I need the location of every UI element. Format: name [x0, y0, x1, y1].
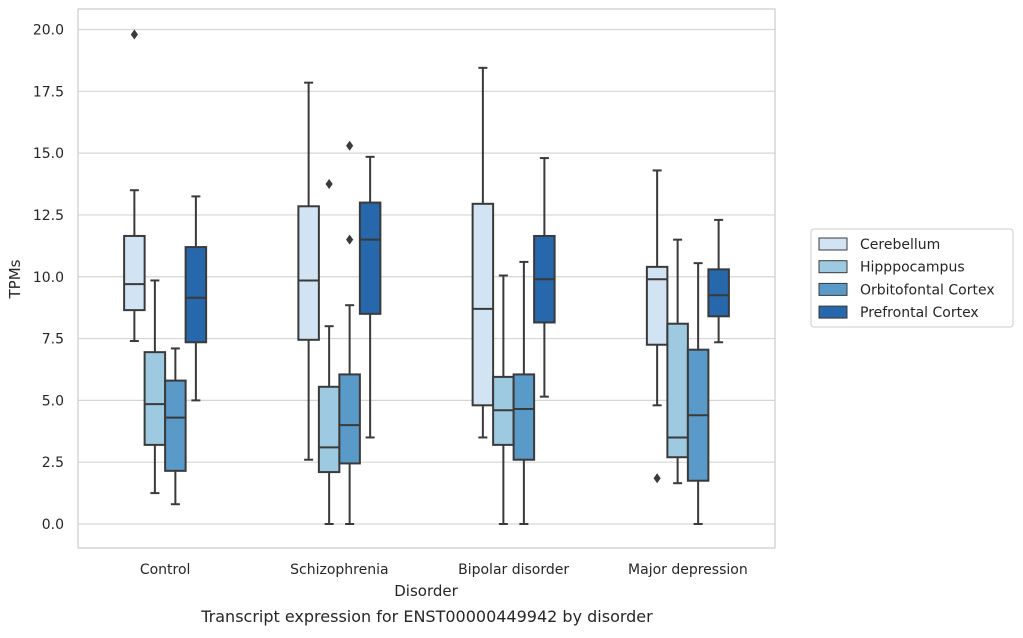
x-tick-label: Control [140, 562, 191, 578]
box-cerebellum [471, 66, 495, 439]
box-cerebellum [645, 169, 669, 484]
box-orbitofontal-cortex [512, 260, 536, 525]
box-body [512, 373, 536, 461]
box-body [123, 234, 146, 312]
y-tick-label: 15.0 [33, 146, 64, 162]
legend-label: Hipppocampus [860, 260, 965, 276]
y-tick-label: 0.0 [42, 517, 64, 533]
legend-swatch [818, 237, 848, 251]
y-tick-label: 5.0 [42, 393, 64, 409]
box-body [645, 265, 669, 346]
box-body [184, 246, 208, 344]
box-body [297, 205, 320, 341]
plot-frame [77, 8, 776, 549]
y-tick-label: 17.5 [33, 84, 64, 100]
y-axis-title: TPMs [6, 259, 24, 299]
x-tick-label: Major depression [628, 562, 748, 578]
x-tick-label: Bipolar disorder [458, 562, 569, 578]
box-orbitofontal-cortex [164, 347, 187, 506]
box-orbitofontal-cortex [338, 140, 361, 525]
y-tick-label: 12.5 [33, 208, 64, 224]
x-tick-label: Schizophrenia [290, 562, 388, 578]
outlier-point [346, 140, 354, 151]
outlier-point [130, 29, 138, 40]
box-prefrontal-cortex [533, 157, 556, 398]
box-body [143, 351, 167, 446]
box-hipppocampus [666, 238, 689, 485]
box-body [707, 268, 730, 318]
legend-swatch [818, 260, 848, 274]
legend-swatch [818, 282, 848, 296]
legend: Cerebellum Hipppocampus Orbitofontal Corte… [810, 228, 1014, 328]
box-orbitofontal-cortex [686, 262, 710, 525]
box-layer [123, 29, 730, 525]
box-body [358, 201, 382, 315]
legend-label: Prefrontal Cortex [860, 305, 979, 321]
box-body [164, 379, 187, 472]
chart-caption: Transcript expression for ENST0000044994… [200, 607, 653, 626]
legend-label: Orbitofontal Cortex [860, 282, 995, 298]
box-cerebellum [123, 29, 146, 343]
box-body [338, 373, 361, 465]
box-hipppocampus [143, 279, 167, 495]
legend-frame [810, 228, 1014, 328]
box-prefrontal-cortex [358, 155, 382, 439]
y-tick-label: 2.5 [42, 455, 64, 471]
y-tick-label: 7.5 [42, 332, 64, 348]
y-tick-labels: 0.0 2.5 5.0 7.5 10.0 12.5 15.0 17.5 20.0 [33, 23, 64, 534]
box-cerebellum [297, 81, 320, 461]
box-prefrontal-cortex [707, 218, 730, 344]
y-tick-label: 10.0 [33, 270, 64, 286]
box-body [471, 202, 495, 407]
x-tick-labels: Control Schizophrenia Bipolar disorder Majo… [140, 562, 748, 578]
y-tick-label: 20.0 [33, 23, 64, 39]
box-hipppocampus [317, 179, 341, 525]
outlier-point [346, 234, 354, 245]
outlier-point [325, 179, 333, 190]
x-axis-title: Disorder [394, 582, 458, 600]
box-prefrontal-cortex [184, 195, 208, 402]
legend-swatch [818, 305, 848, 319]
legend-items: Cerebellum Hipppocampus Orbitofontal Corte… [818, 237, 995, 321]
box-hipppocampus [492, 274, 515, 525]
outlier-point [653, 473, 661, 484]
box-body [317, 385, 341, 474]
legend-label: Cerebellum [860, 237, 940, 253]
